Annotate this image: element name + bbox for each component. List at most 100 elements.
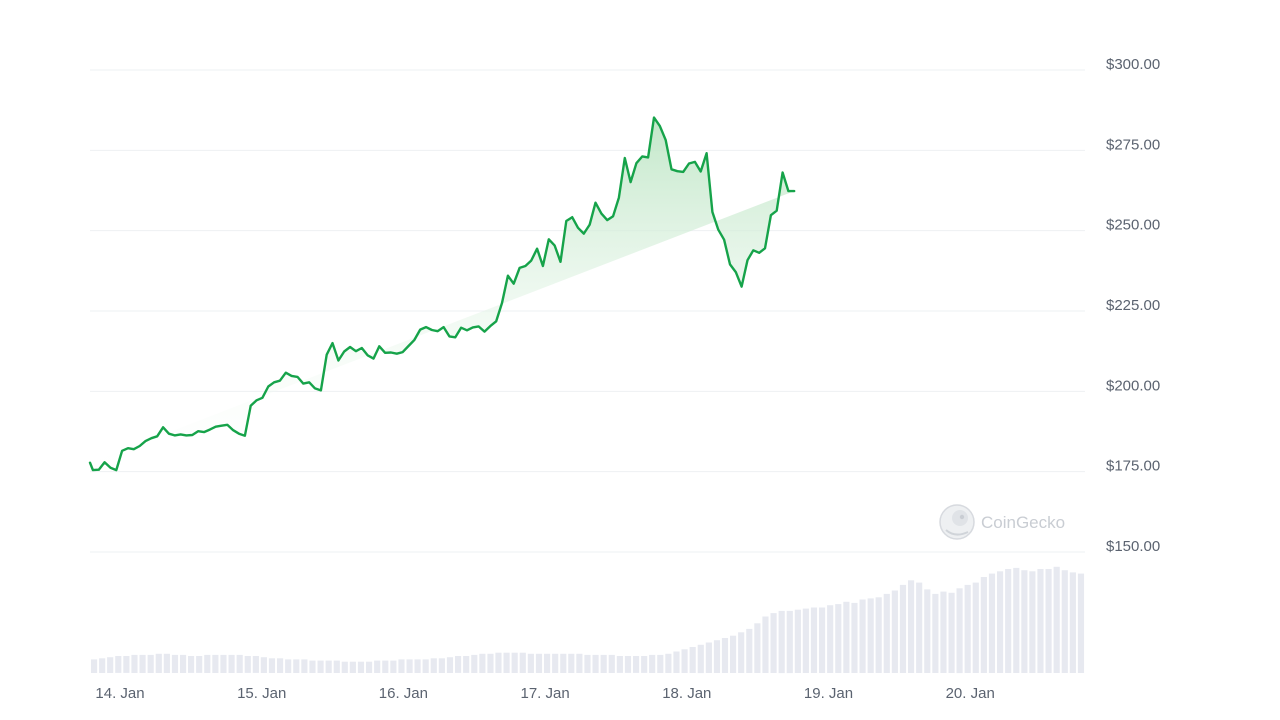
volume-bar	[196, 656, 203, 673]
volume-bar	[180, 654, 187, 673]
volume-bar	[455, 656, 462, 673]
grid-lines	[90, 69, 1085, 553]
volume-bar	[1005, 569, 1012, 673]
volume-bar	[188, 656, 195, 673]
volume-bar	[414, 659, 421, 673]
volume-bar	[584, 654, 591, 673]
volume-bar	[794, 609, 801, 673]
volume-bar	[398, 659, 405, 673]
volume-bar	[592, 654, 599, 673]
volume-bar	[139, 654, 146, 673]
volume-bar	[1013, 567, 1020, 673]
volume-bars	[91, 566, 1085, 674]
watermark: CoinGecko	[939, 504, 1065, 540]
y-tick-label: $175.00	[1106, 458, 1160, 475]
volume-bar	[422, 659, 429, 673]
x-tick-label: 19. Jan	[804, 685, 853, 702]
price-line	[88, 116, 796, 472]
volume-bar	[495, 652, 502, 673]
volume-bar	[123, 656, 130, 673]
price-area-fill	[90, 117, 795, 471]
volume-bar	[770, 613, 777, 673]
volume-bar	[786, 610, 793, 674]
volume-bar	[810, 607, 818, 673]
volume-bar	[471, 654, 478, 673]
volume-bar	[608, 654, 615, 673]
volume-bar	[317, 660, 324, 673]
volume-bar	[738, 632, 745, 673]
volume-bar	[633, 656, 640, 673]
volume-bar	[390, 660, 397, 673]
y-tick-label: $300.00	[1106, 56, 1160, 73]
volume-bar	[155, 653, 162, 673]
volume-bar	[883, 593, 890, 673]
volume-bar	[624, 656, 632, 673]
volume-bar	[600, 654, 607, 673]
volume-bar	[107, 657, 114, 673]
volume-bar	[228, 654, 235, 673]
gecko-logo-icon	[939, 504, 975, 540]
y-tick-label: $250.00	[1106, 217, 1160, 234]
volume-bar	[131, 654, 138, 673]
volume-bar	[1021, 570, 1028, 673]
volume-bar	[463, 656, 470, 673]
volume-bar	[220, 654, 227, 673]
y-tick-label: $150.00	[1106, 538, 1160, 555]
volume-bar	[746, 628, 753, 673]
volume-bar	[657, 654, 664, 673]
volume-bar	[1077, 573, 1085, 673]
volume-bar	[681, 649, 688, 673]
volume-bar	[325, 660, 332, 673]
volume-bar	[147, 654, 154, 673]
volume-bar	[1045, 569, 1052, 673]
volume-bar	[899, 584, 907, 673]
volume-bar	[997, 571, 1004, 673]
volume-bar	[908, 580, 915, 673]
volume-bar	[446, 657, 454, 673]
volume-bar	[535, 653, 543, 673]
volume-bar	[649, 654, 656, 673]
x-tick-label: 17. Jan	[520, 685, 569, 702]
volume-bar	[616, 656, 623, 673]
volume-bar	[778, 610, 785, 674]
volume-bar	[252, 656, 259, 673]
volume-bar	[333, 660, 340, 673]
x-axis-ticks: 14. Jan 15. Jan 16. Jan 17. Jan 18. Jan 19. J…	[95, 685, 994, 702]
volume-bar	[972, 582, 979, 673]
volume-bar	[1061, 570, 1068, 673]
x-tick-label: 18. Jan	[662, 685, 711, 702]
volume-bar	[309, 660, 316, 673]
volume-bar	[277, 658, 284, 673]
volume-bar	[171, 654, 179, 673]
volume-bar	[503, 652, 510, 673]
y-tick-label: $225.00	[1106, 297, 1160, 314]
volume-bar	[948, 592, 955, 673]
volume-bar	[374, 660, 381, 673]
y-tick-label: $275.00	[1106, 136, 1160, 153]
watermark-text: CoinGecko	[981, 513, 1065, 532]
volume-bar	[91, 659, 98, 673]
volume-bar	[754, 623, 761, 673]
volume-bar	[673, 651, 680, 673]
x-tick-label: 20. Jan	[946, 685, 995, 702]
volume-bar	[980, 577, 987, 673]
volume-bar	[301, 659, 308, 673]
volume-bar	[762, 616, 769, 673]
volume-bar	[932, 593, 939, 673]
volume-bar	[697, 644, 704, 674]
volume-bar	[1053, 566, 1060, 673]
volume-bar	[641, 656, 648, 673]
volume-bar	[560, 653, 567, 673]
volume-bar	[236, 654, 243, 673]
volume-bar	[827, 605, 834, 673]
volume-bar	[689, 647, 696, 673]
volume-bar	[99, 658, 106, 673]
volume-bar	[964, 584, 971, 673]
volume-bar	[851, 602, 858, 673]
volume-bar	[802, 608, 809, 673]
volume-bar	[212, 654, 219, 673]
volume-bar	[819, 607, 826, 673]
volume-bar	[293, 659, 300, 673]
volume-bar	[260, 657, 267, 673]
